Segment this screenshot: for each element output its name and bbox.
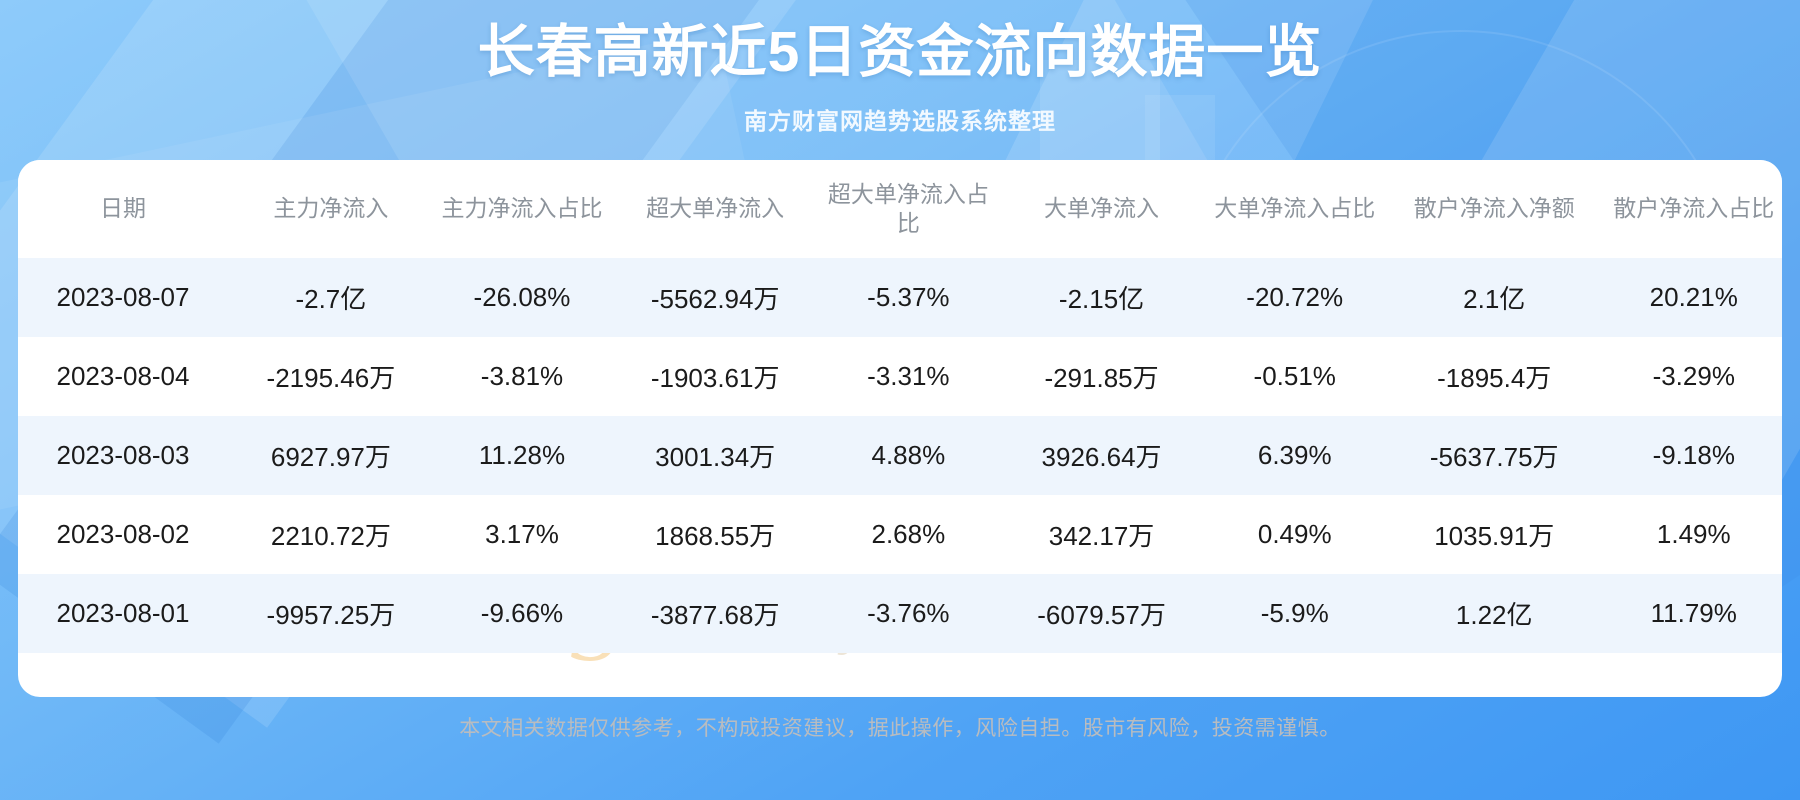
cell-date: 2023-08-07 bbox=[18, 258, 228, 337]
cell-main-net-inflow: 2210.72万 bbox=[227, 495, 434, 574]
cell-xl-net-inflow-ratio: 4.88% bbox=[820, 416, 997, 495]
cell-retail-net-inflow: 2.1亿 bbox=[1382, 258, 1606, 337]
cell-large-net-inflow: -291.85万 bbox=[996, 337, 1207, 416]
column-header-xl-net-inflow: 超大单净流入 bbox=[610, 160, 821, 258]
cell-xl-net-inflow-ratio: 2.68% bbox=[820, 495, 997, 574]
cell-main-net-inflow-ratio: -3.81% bbox=[433, 337, 611, 416]
table-header: 日期 主力净流入 主力净流入占比 超大单净流入 超大单净流入占比 大单净流入 大… bbox=[18, 160, 1782, 258]
table-row: 2023-08-03 6927.97万 11.28% 3001.34万 4.88… bbox=[18, 416, 1782, 495]
cell-date: 2023-08-04 bbox=[18, 337, 228, 416]
cell-xl-net-inflow-ratio: -3.76% bbox=[820, 574, 997, 653]
table-row: 2023-08-04 -2195.46万 -3.81% -1903.61万 -3… bbox=[18, 337, 1782, 416]
cell-large-net-inflow: 3926.64万 bbox=[996, 416, 1207, 495]
cell-main-net-inflow: 6927.97万 bbox=[227, 416, 434, 495]
cell-large-net-inflow-ratio: -20.72% bbox=[1206, 258, 1383, 337]
column-header-main-net-inflow-ratio: 主力净流入占比 bbox=[433, 160, 611, 258]
cell-xl-net-inflow: -5562.94万 bbox=[610, 258, 821, 337]
cell-large-net-inflow-ratio: 0.49% bbox=[1206, 495, 1383, 574]
cell-large-net-inflow-ratio: -0.51% bbox=[1206, 337, 1383, 416]
cell-main-net-inflow-ratio: 11.28% bbox=[433, 416, 611, 495]
cell-main-net-inflow-ratio: 3.17% bbox=[433, 495, 611, 574]
table-row: 2023-08-07 -2.7亿 -26.08% -5562.94万 -5.37… bbox=[18, 258, 1782, 337]
table-row: 2023-08-01 -9957.25万 -9.66% -3877.68万 -3… bbox=[18, 574, 1782, 653]
cell-xl-net-inflow: 3001.34万 bbox=[610, 416, 821, 495]
cell-large-net-inflow: -2.15亿 bbox=[996, 258, 1207, 337]
cell-main-net-inflow: -2.7亿 bbox=[227, 258, 434, 337]
cell-large-net-inflow: -6079.57万 bbox=[996, 574, 1207, 653]
table-header-row: 日期 主力净流入 主力净流入占比 超大单净流入 超大单净流入占比 大单净流入 大… bbox=[18, 160, 1782, 258]
page-title: 长春高新近5日资金流向数据一览 bbox=[477, 20, 1323, 84]
cell-xl-net-inflow: -3877.68万 bbox=[610, 574, 821, 653]
data-table-card: 南方财富网 S outhmoney.com 日期 主力净流入 主力净流入占比 超… bbox=[18, 160, 1782, 697]
cell-retail-net-inflow: -5637.75万 bbox=[1382, 416, 1606, 495]
cell-retail-net-inflow-ratio: -3.29% bbox=[1605, 337, 1782, 416]
cell-main-net-inflow-ratio: -9.66% bbox=[433, 574, 611, 653]
cell-xl-net-inflow: -1903.61万 bbox=[610, 337, 821, 416]
cell-retail-net-inflow: 1035.91万 bbox=[1382, 495, 1606, 574]
column-header-large-net-inflow: 大单净流入 bbox=[996, 160, 1207, 258]
cell-main-net-inflow-ratio: -26.08% bbox=[433, 258, 611, 337]
cell-retail-net-inflow-ratio: 1.49% bbox=[1605, 495, 1782, 574]
fund-flow-table: 日期 主力净流入 主力净流入占比 超大单净流入 超大单净流入占比 大单净流入 大… bbox=[18, 160, 1782, 653]
table-row: 2023-08-02 2210.72万 3.17% 1868.55万 2.68%… bbox=[18, 495, 1782, 574]
disclaimer-note: 本文相关数据仅供参考，不构成投资建议，据此操作，风险自担。股市有风险，投资需谨慎… bbox=[459, 717, 1341, 740]
cell-date: 2023-08-01 bbox=[18, 574, 228, 653]
cell-large-net-inflow: 342.17万 bbox=[996, 495, 1207, 574]
column-header-large-net-inflow-ratio: 大单净流入占比 bbox=[1206, 160, 1383, 258]
cell-date: 2023-08-03 bbox=[18, 416, 228, 495]
table-body: 2023-08-07 -2.7亿 -26.08% -5562.94万 -5.37… bbox=[18, 258, 1782, 653]
header: 长春高新近5日资金流向数据一览 南方财富网趋势选股系统整理 bbox=[0, 0, 1800, 136]
column-header-retail-net-inflow: 散户净流入净额 bbox=[1382, 160, 1606, 258]
cell-xl-net-inflow: 1868.55万 bbox=[610, 495, 821, 574]
page-subtitle: 南方财富网趋势选股系统整理 bbox=[744, 107, 1056, 134]
cell-xl-net-inflow-ratio: -5.37% bbox=[820, 258, 997, 337]
cell-retail-net-inflow-ratio: -9.18% bbox=[1605, 416, 1782, 495]
column-header-retail-net-inflow-ratio: 散户净流入占比 bbox=[1605, 160, 1782, 258]
cell-main-net-inflow: -2195.46万 bbox=[227, 337, 434, 416]
column-header-main-net-inflow: 主力净流入 bbox=[227, 160, 434, 258]
cell-retail-net-inflow: 1.22亿 bbox=[1382, 574, 1606, 653]
cell-retail-net-inflow: -1895.4万 bbox=[1382, 337, 1606, 416]
cell-retail-net-inflow-ratio: 11.79% bbox=[1605, 574, 1782, 653]
column-header-xl-net-inflow-ratio: 超大单净流入占比 bbox=[820, 160, 997, 258]
column-header-date: 日期 bbox=[18, 160, 228, 258]
cell-retail-net-inflow-ratio: 20.21% bbox=[1605, 258, 1782, 337]
cell-date: 2023-08-02 bbox=[18, 495, 228, 574]
cell-main-net-inflow: -9957.25万 bbox=[227, 574, 434, 653]
cell-large-net-inflow-ratio: -5.9% bbox=[1206, 574, 1383, 653]
cell-xl-net-inflow-ratio: -3.31% bbox=[820, 337, 997, 416]
cell-large-net-inflow-ratio: 6.39% bbox=[1206, 416, 1383, 495]
